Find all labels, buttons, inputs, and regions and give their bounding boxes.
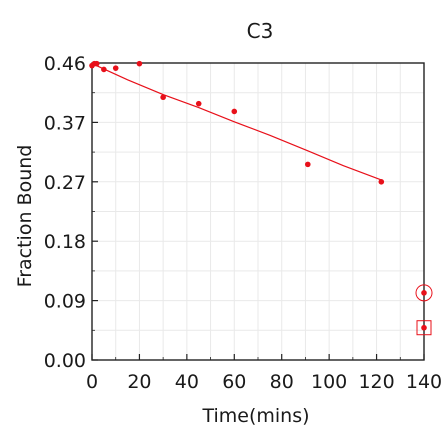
chart-title: C3 <box>247 19 274 43</box>
fit-layer <box>91 63 382 181</box>
x-tick-label: 140 <box>406 371 442 393</box>
points-layer <box>89 60 385 185</box>
y-tick-label: 0.18 <box>44 231 86 253</box>
y-tick-label: 0.46 <box>44 53 86 75</box>
data-point <box>93 60 100 67</box>
data-point <box>136 60 143 67</box>
data-point <box>305 161 311 168</box>
data-point <box>112 65 119 71</box>
square-marker <box>416 320 432 336</box>
data-point <box>101 66 107 73</box>
data-point <box>378 179 385 185</box>
fit-line <box>91 63 382 181</box>
x-tick-label: 80 <box>270 371 294 393</box>
annotation-layer <box>415 284 433 336</box>
x-axis-label: Time(mins) <box>201 405 309 427</box>
x-tick-label: 0 <box>86 371 98 393</box>
x-tick-label: 60 <box>222 371 246 393</box>
data-point <box>160 94 166 101</box>
y-axis-label: Fraction Bound <box>14 145 36 288</box>
y-tick-label: 0.37 <box>44 112 86 134</box>
x-tick-label: 40 <box>175 371 199 393</box>
y-tick-label: 0.00 <box>44 350 86 372</box>
y-tick-label: 0.09 <box>44 291 86 313</box>
circle-marker <box>415 284 433 302</box>
y-tick-label: 0.27 <box>44 172 86 194</box>
axes: 0 20 40 60 80 100 120 140 0.00 0.09 0.18 0.27 0.37 0.… <box>44 53 442 393</box>
grid-lines <box>92 63 424 360</box>
marker-point <box>421 324 427 331</box>
data-point <box>195 100 202 107</box>
x-tick-label: 100 <box>311 371 347 393</box>
data-point <box>231 108 238 115</box>
x-tick-label: 120 <box>358 371 394 393</box>
marker-point <box>421 290 427 296</box>
x-tick-label: 20 <box>127 371 151 393</box>
